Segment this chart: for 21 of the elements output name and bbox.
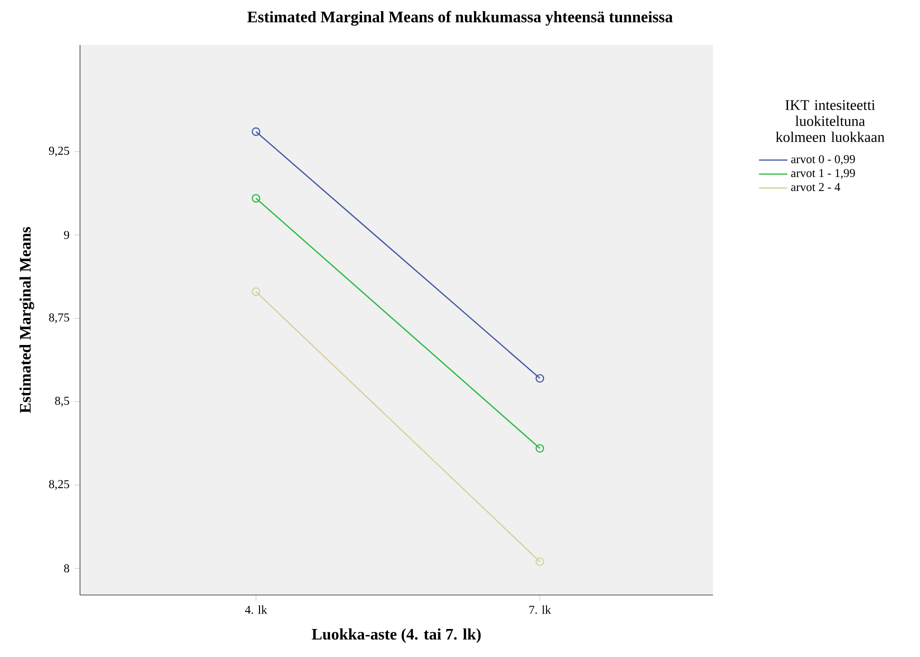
point — [536, 444, 544, 453]
x-axis-title: Luokka-aste (4. tai 7. lk) — [312, 628, 481, 643]
point — [252, 194, 260, 203]
legend-title: IKT intesiteetti luokiteltuna kolmeen luokkaan — [776, 100, 884, 142]
y-tick-label: 9 — [64, 230, 70, 240]
y-tick-label: 8,75 — [49, 313, 70, 324]
y-tick-label: 9,25 — [48, 146, 70, 157]
y-tick-label: 8,5 — [55, 396, 70, 407]
legend-label: arvot 1 - 1,99 — [791, 169, 855, 179]
legend-label: arvot 2 - 4 — [791, 183, 840, 192]
point — [536, 557, 544, 566]
point — [252, 287, 260, 296]
x-tick-label: 4. lk — [245, 605, 268, 614]
point — [536, 374, 544, 383]
y-tick-label: 8 — [64, 564, 70, 572]
chart-title: Estimated Marginal Means of nukkumassa yhteensä tunneissa — [247, 10, 673, 26]
y-axis-title: Estimated Marginal Means — [19, 227, 34, 414]
legend-label: arvot 0 - 0,99 — [791, 155, 855, 165]
x-tick-label: 7. lk — [529, 605, 552, 614]
point — [252, 127, 260, 136]
y-tick-label: 8,25 — [49, 480, 70, 490]
